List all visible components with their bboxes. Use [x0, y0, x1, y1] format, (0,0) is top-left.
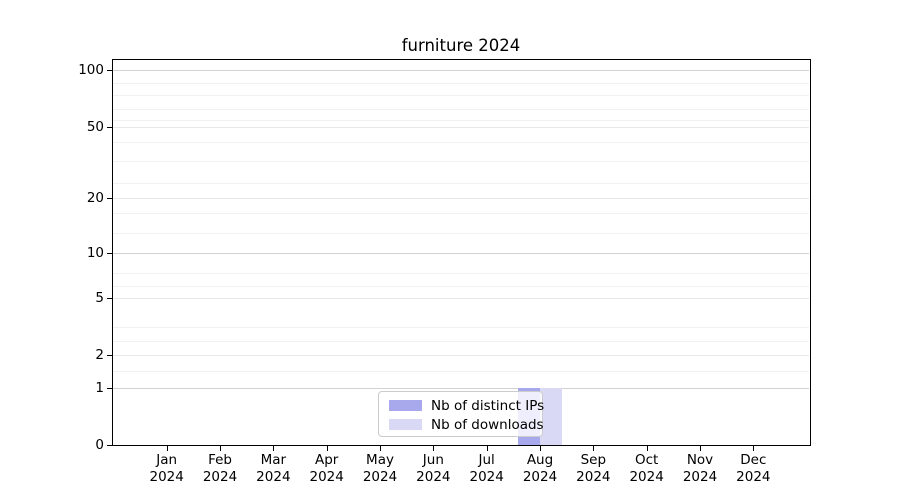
major-gridline	[113, 70, 809, 72]
spine-right	[810, 59, 811, 446]
legend-swatch-distinct-ips	[389, 400, 422, 411]
minor-gridline	[113, 82, 809, 84]
y-tick-label: 1	[95, 380, 104, 397]
minor-gridline	[113, 273, 809, 275]
major-gridline	[113, 388, 809, 390]
legend-row: Nb of downloads	[389, 415, 544, 434]
minor-gridline	[113, 198, 809, 200]
legend: Nb of distinct IPs Nb of downloads	[378, 391, 544, 437]
y-tick-mark	[107, 198, 112, 200]
minor-gridline	[113, 213, 809, 215]
x-tick-label: Nov 2024	[682, 452, 718, 485]
legend-label: Nb of downloads	[431, 416, 544, 433]
spine-bottom	[112, 445, 811, 446]
minor-gridline	[113, 183, 809, 185]
y-tick-mark	[107, 70, 112, 72]
x-tick-label: Jun 2024	[416, 452, 451, 485]
minor-gridline	[113, 120, 809, 121]
x-tick-label: Oct 2024	[629, 452, 664, 485]
minor-gridline	[113, 341, 809, 342]
y-tick-label: 10	[86, 244, 104, 261]
legend-label: Nb of distinct IPs	[431, 397, 545, 414]
minor-gridline	[113, 298, 809, 300]
y-tick-mark	[107, 445, 112, 446]
x-tick-mark	[646, 446, 648, 451]
x-tick-label: Jul 2024	[469, 452, 504, 485]
minor-gridline	[113, 160, 809, 162]
y-tick-mark	[107, 126, 112, 128]
x-tick-mark	[326, 446, 328, 451]
x-tick-label: Feb 2024	[202, 452, 238, 485]
minor-gridline	[113, 355, 809, 356]
x-tick-label: Sep 2024	[576, 452, 611, 485]
spine-left	[112, 59, 113, 446]
x-tick-label: Apr 2024	[309, 452, 344, 485]
minor-gridline	[113, 233, 809, 235]
legend-row: Nb of distinct IPs	[389, 396, 544, 415]
x-tick-label: May 2024	[362, 452, 398, 485]
y-tick-label: 20	[86, 190, 104, 207]
x-tick-mark	[166, 446, 168, 451]
y-tick-label: 2	[95, 347, 104, 363]
x-tick-mark	[486, 446, 488, 451]
x-tick-mark	[540, 446, 541, 451]
y-tick-mark	[107, 298, 112, 300]
bar-nb-of-downloads	[540, 388, 562, 445]
y-tick-label: 100	[78, 62, 104, 79]
x-tick-mark	[753, 446, 755, 451]
x-tick-mark	[220, 446, 222, 451]
y-tick-mark	[107, 252, 112, 254]
legend-swatch-downloads	[389, 419, 422, 430]
major-gridline	[113, 252, 809, 254]
minor-gridline	[113, 371, 809, 372]
x-tick-mark	[380, 446, 382, 451]
chart-title: furniture 2024	[401, 36, 521, 55]
x-tick-mark	[700, 446, 701, 451]
x-tick-label: Dec 2024	[736, 452, 771, 485]
x-tick-label: Aug 2024	[522, 452, 558, 485]
x-tick-mark	[593, 446, 595, 451]
minor-gridline	[113, 108, 809, 110]
y-tick-label: 5	[95, 290, 104, 307]
spine-top	[112, 59, 811, 60]
y-tick-label: 50	[86, 118, 104, 135]
minor-gridline	[113, 141, 809, 143]
minor-gridline	[113, 126, 809, 128]
x-tick-label: Mar 2024	[256, 452, 291, 485]
y-tick-mark	[107, 355, 112, 356]
y-tick-mark	[107, 388, 112, 390]
y-tick-label: 0	[95, 437, 104, 453]
x-tick-mark	[433, 446, 435, 451]
x-tick-mark	[273, 446, 275, 451]
minor-gridline	[113, 95, 809, 96]
x-tick-label: Jan 2024	[149, 452, 184, 485]
minor-gridline	[113, 286, 809, 287]
minor-gridline	[113, 326, 809, 328]
